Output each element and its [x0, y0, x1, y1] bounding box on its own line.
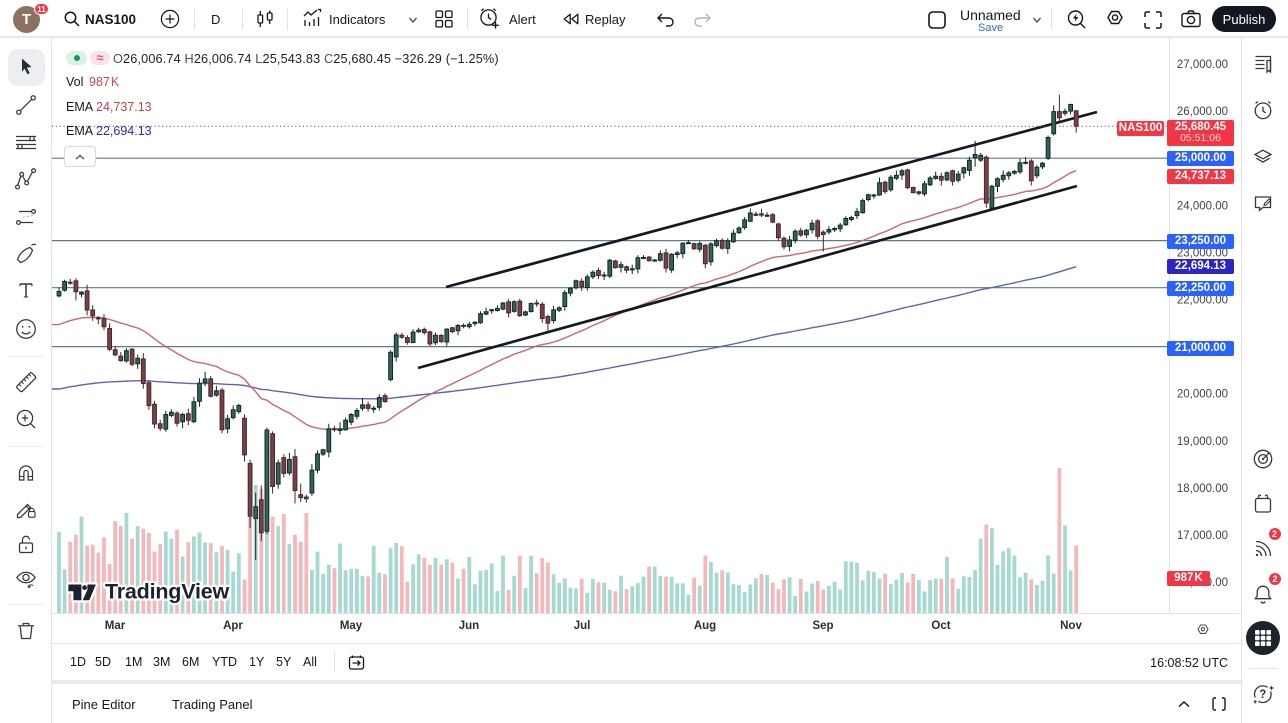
- svg-text:23,000.00: 23,000.00: [1177, 247, 1228, 259]
- svg-text:26,000.00: 26,000.00: [1177, 106, 1228, 118]
- svg-text:TradingView: TradingView: [105, 580, 230, 604]
- svg-text:20,000.00: 20,000.00: [1177, 389, 1228, 401]
- svg-text:?: ?: [1259, 689, 1266, 701]
- svg-text:19,000.00: 19,000.00: [1177, 436, 1228, 448]
- svg-text:22,000.00: 22,000.00: [1177, 295, 1228, 307]
- svg-text:18,000.00: 18,000.00: [1177, 483, 1228, 495]
- svg-text:17,000.00: 17,000.00: [1177, 530, 1228, 542]
- svg-text:TradingView: TradingView: [105, 580, 230, 604]
- svg-text:24,000.00: 24,000.00: [1177, 200, 1228, 212]
- svg-text:27,000.00: 27,000.00: [1177, 59, 1228, 71]
